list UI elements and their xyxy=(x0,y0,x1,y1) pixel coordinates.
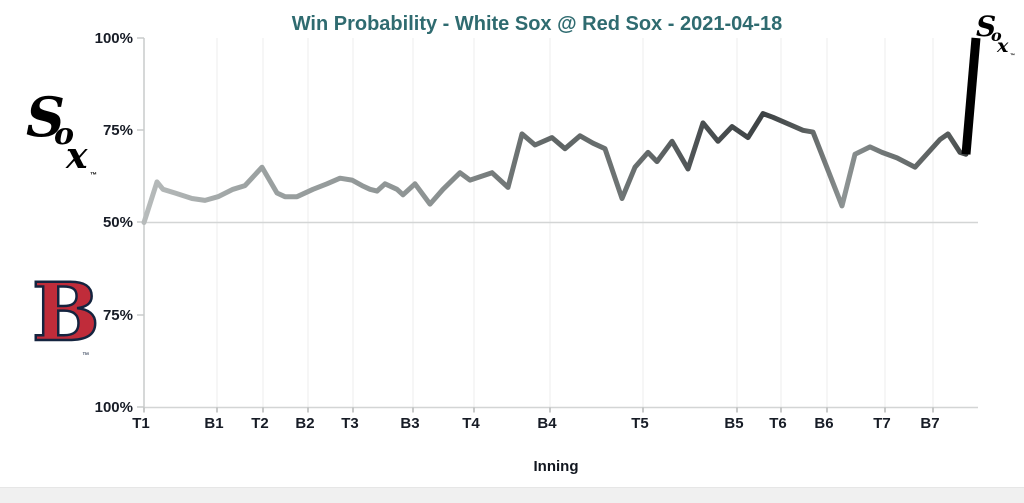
chart-title: Win Probability - White Sox @ Red Sox - … xyxy=(291,13,783,35)
white-sox-logo-letter: x xyxy=(997,35,1009,57)
y-axis-tick-label: 75% xyxy=(103,307,133,324)
x-axis-tick-label: T5 xyxy=(631,415,649,432)
white-sox-logo-letter: o xyxy=(991,26,1002,45)
y-axis-tick-label: 100% xyxy=(95,399,133,416)
end-marker-white-sox-logo: S o x ™ xyxy=(972,13,1016,63)
x-axis-tick-label: T1 xyxy=(132,415,150,432)
trademark-glyph: ™ xyxy=(82,352,89,359)
x-axis-tick-label: B7 xyxy=(920,415,939,432)
x-axis-tick-label: B4 xyxy=(537,415,557,432)
x-axis-tick-label: B6 xyxy=(814,415,833,432)
x-axis-tick-label: B5 xyxy=(724,415,743,432)
x-axis-title: Inning xyxy=(533,458,579,475)
y-axis-tick-label: 50% xyxy=(103,214,133,231)
red-sox-logo: B ™ xyxy=(26,271,101,366)
white-sox-logo-letter: x xyxy=(66,135,88,177)
red-sox-logo-letter: B xyxy=(31,265,101,359)
x-axis-tick-label: B2 xyxy=(295,415,314,432)
trademark-glyph: ™ xyxy=(90,172,97,179)
white-sox-logo-letter: o xyxy=(54,117,75,152)
footer-bar xyxy=(0,487,1024,503)
y-axis-tick-label: 75% xyxy=(103,122,133,139)
x-axis-tick-label: T6 xyxy=(769,415,787,432)
white-sox-logo-letter: S xyxy=(26,85,65,149)
x-axis-tick-label: B3 xyxy=(400,415,419,432)
x-axis-tick-label: T4 xyxy=(462,415,480,432)
white-sox-logo-letter: S xyxy=(976,10,997,43)
x-axis-tick-label: T3 xyxy=(341,415,359,432)
x-axis-tick-label: T7 xyxy=(873,415,891,432)
trademark-glyph: ™ xyxy=(1010,53,1015,59)
final-play-segment xyxy=(961,37,981,155)
white-sox-logo: S o x ™ xyxy=(18,90,98,186)
y-axis-tick-label: 100% xyxy=(95,30,133,47)
win-probability-line xyxy=(141,111,969,225)
x-axis-tick-label: B1 xyxy=(204,415,223,432)
x-axis-tick-label: T2 xyxy=(251,415,269,432)
